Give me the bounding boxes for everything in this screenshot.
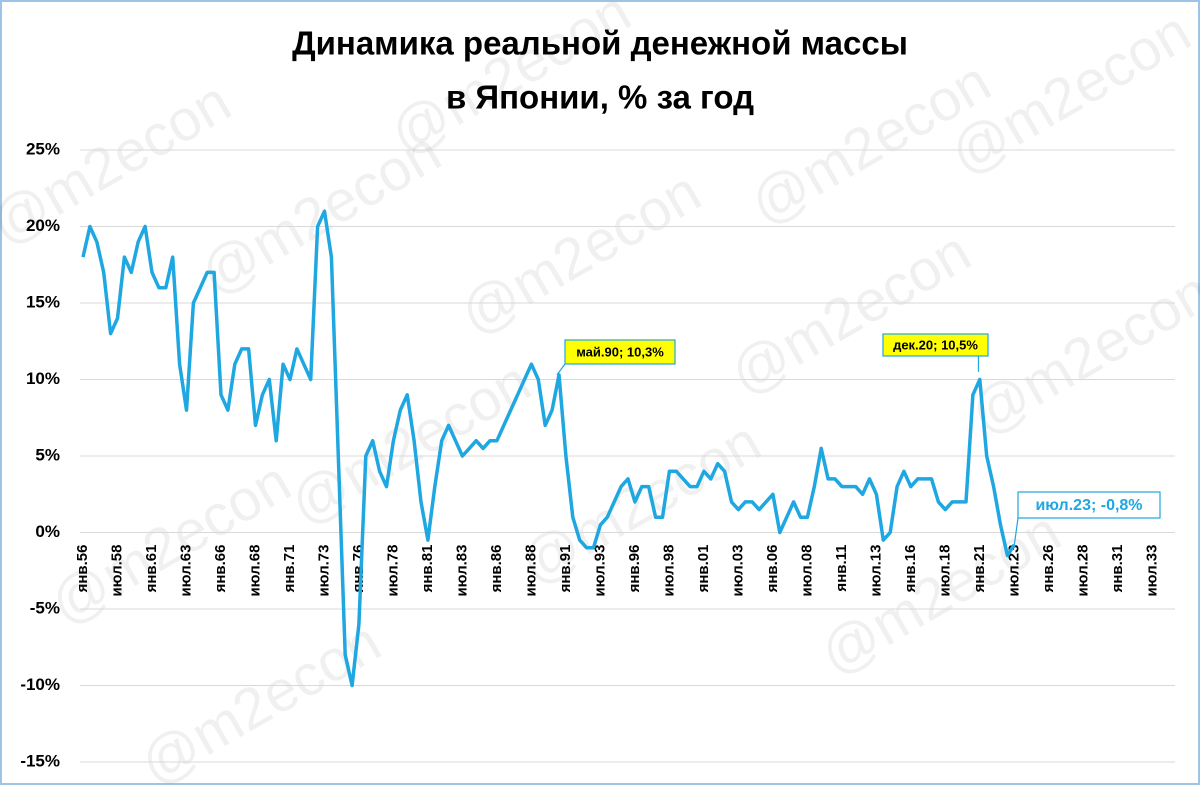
x-tick-label: июл.58 [108,545,125,597]
y-tick-label: 5% [35,445,60,464]
y-tick-label: -15% [20,751,60,770]
callout-label: июл.23; -0,8% [1035,497,1142,514]
x-tick-label: янв.21 [971,545,988,593]
y-tick-label: 0% [35,522,60,541]
chart-title: Динамика реальной денежной массы [292,25,908,62]
callout-box [1017,491,1161,519]
x-tick-label: июл.63 [177,545,194,597]
x-tick-label: янв.71 [281,545,298,593]
x-tick-label: июл.73 [315,545,332,597]
x-tick-label: июл.98 [660,545,677,597]
x-tick-label: янв.26 [1040,545,1057,593]
x-tick-label: июл.83 [453,545,470,597]
x-tick-label: июл.08 [798,545,815,597]
x-tick-label: янв.61 [143,545,160,593]
x-tick-label: июл.03 [729,545,746,597]
x-tick-label: июл.68 [246,545,263,597]
x-tick-label: янв.76 [350,545,367,593]
x-tick-label: янв.86 [488,545,505,593]
x-tick-label: июл.23 [1005,545,1022,597]
callout-label: май.90; 10,3% [576,344,664,359]
data-line [81,209,1016,688]
x-tick-label: июл.93 [591,545,608,597]
x-tick-label: янв.16 [902,545,919,593]
x-tick-label: янв.31 [1109,545,1126,593]
x-tick-label: июл.13 [867,545,884,597]
x-tick-label: июл.78 [384,545,401,597]
callout-pointer [556,363,566,376]
callout-pointer [1013,517,1019,545]
callout-box [564,339,676,365]
x-tick-label: июл.28 [1074,545,1091,597]
x-tick-label: июл.33 [1143,545,1160,597]
x-tick-label: янв.56 [74,545,91,593]
x-tick-label: янв.81 [419,545,436,593]
x-tick-label: янв.06 [764,545,781,593]
chart-title: в Японии, % за год [446,79,754,116]
callout-box [882,333,989,357]
y-tick-label: 15% [26,292,60,311]
y-tick-label: 10% [26,369,60,388]
y-tick-label: -5% [30,598,60,617]
x-tick-label: янв.96 [626,545,643,593]
x-tick-label: янв.91 [557,545,574,593]
x-tick-label: июл.88 [522,545,539,597]
x-tick-label: июл.18 [936,545,953,597]
y-tick-label: -10% [20,675,60,694]
x-tick-label: янв.11 [833,545,850,592]
callout-label: дек.20; 10,5% [893,337,978,352]
y-tick-label: 25% [26,139,60,158]
y-tick-label: 20% [26,216,60,235]
x-tick-label: янв.01 [695,545,712,593]
x-tick-label: янв.66 [212,545,229,593]
